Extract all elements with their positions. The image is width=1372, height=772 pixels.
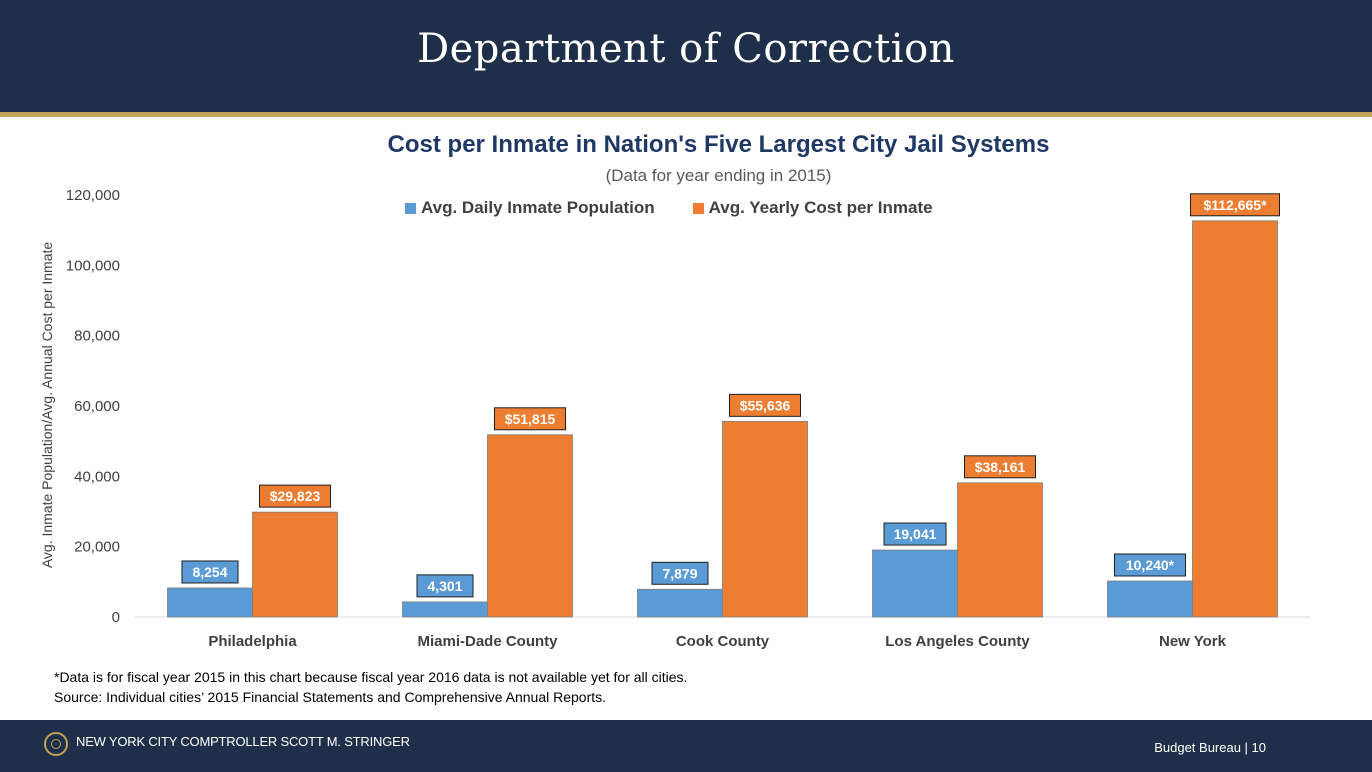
data-label-box [259,484,331,508]
chart-title: Cost per Inmate in Nation's Five Largest… [387,131,1050,158]
data-label: $112,665* [1203,197,1267,213]
bar-chart: 0 20,000 40,000 60,000 80,000 100,000 120,000 8… [66,187,1310,650]
data-label: 4,301 [427,578,462,594]
bar-population [402,601,488,618]
legend-swatch-cost [692,202,704,214]
legend-label-population: Avg. Daily Inmate Population [421,198,655,217]
legend-item-cost: Avg. Yearly Cost per Inmate [692,198,933,218]
data-label: 7,879 [662,565,697,581]
header-divider [0,112,1372,117]
data-label: $38,161 [975,459,1026,475]
y-tick-label: 120,000 [66,187,120,204]
y-tick-label: 20,000 [74,539,120,556]
bar-population [1107,580,1193,618]
data-label-box [416,574,474,598]
data-label-box [494,407,566,431]
data-label-box [1114,553,1186,577]
legend-swatch-population [405,202,416,214]
data-label: 19,041 [894,526,937,542]
data-label-box [729,393,801,417]
bar-cost [487,434,573,618]
y-tick-label: 0 [112,609,120,626]
legend-item-population: Avg. Daily Inmate Population [405,198,655,218]
chart-notes: *Data is for fiscal year 2015 in this ch… [54,667,687,707]
y-tick-label: 100,000 [66,257,120,274]
data-label-box [1190,193,1280,217]
data-label: $29,823 [270,488,321,504]
bar-population [872,549,958,618]
data-label-box [964,455,1036,479]
x-tick-label: Philadelphia [208,633,297,650]
data-label: $55,636 [740,397,791,413]
y-tick-label: 80,000 [74,328,120,345]
chart-legend: Avg. Daily Inmate Population Avg. Yearly… [405,198,971,218]
source-text: Source: Individual cities’ 2015 Financia… [54,689,607,705]
footer-page-info: Budget Bureau | 10 [1154,740,1266,755]
data-label: 10,240* [1126,557,1175,573]
data-label-box [181,560,239,584]
x-tick-label: New York [1159,633,1227,650]
data-label-box [651,561,709,585]
bar-cost [1192,220,1278,618]
page-title: Department of Correction [417,26,955,72]
bar-population [637,588,723,618]
footer-bar: NEW YORK CITY COMPTROLLER SCOTT M. STRIN… [0,720,1372,772]
y-tick-label: 60,000 [74,398,120,415]
footnote-text: *Data is for fiscal year 2015 in this ch… [54,669,688,685]
x-tick-label: Miami-Dade County [417,633,558,650]
y-tick-label: 40,000 [74,468,120,485]
data-label: 8,254 [192,564,227,580]
bar-cost [957,482,1043,618]
footer-comptroller: NEW YORK CITY COMPTROLLER SCOTT M. STRIN… [76,734,410,749]
data-label-box [883,522,947,546]
city-seal-icon [44,732,68,756]
bar-cost [722,420,808,618]
x-tick-label: Los Angeles County [885,633,1030,650]
bar-cost [252,511,338,618]
legend-label-cost: Avg. Yearly Cost per Inmate [708,198,933,217]
chart-subtitle: (Data for year ending in 2015) [605,166,832,185]
bar-population [167,587,253,618]
data-label: $51,815 [505,411,556,427]
x-tick-label: Cook County [676,633,770,650]
header-bar: Department of Correction [0,0,1372,112]
